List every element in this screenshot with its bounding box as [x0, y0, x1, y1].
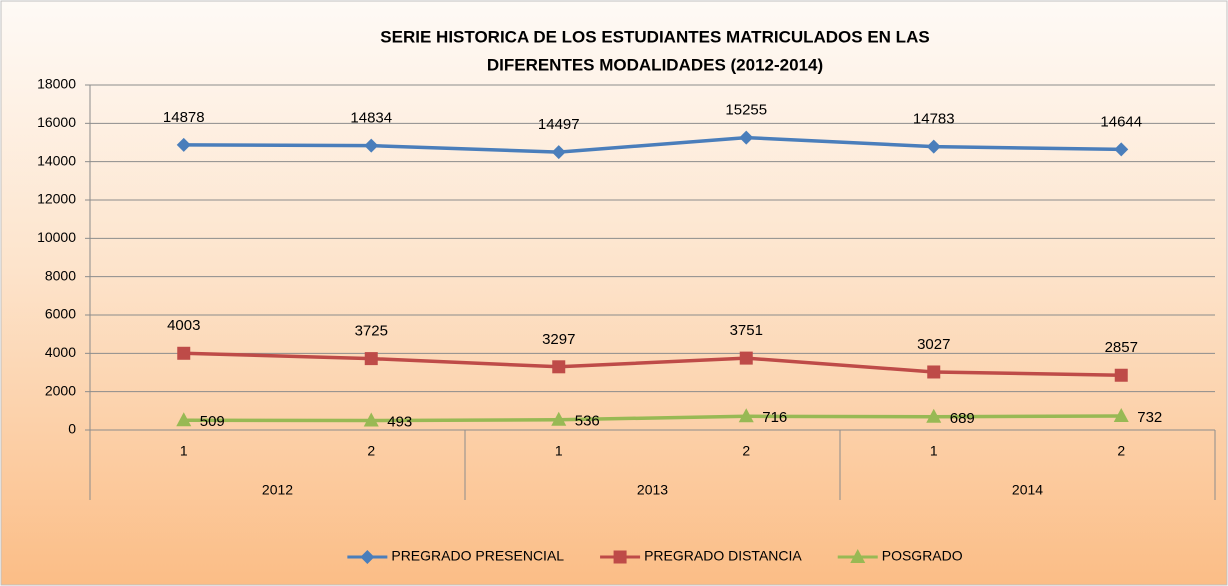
legend-marker	[850, 549, 866, 563]
x-group-label: 2013	[637, 482, 668, 498]
data-point	[551, 411, 567, 426]
series-line	[183, 135, 1122, 154]
data-point	[927, 365, 941, 379]
data-point	[552, 360, 566, 374]
data-point	[364, 138, 379, 153]
y-tick-label: 12000	[37, 191, 76, 207]
y-tick-label: 0	[68, 421, 76, 437]
y-tick-label: 14000	[37, 152, 76, 168]
data-point	[739, 130, 754, 145]
data-label: 14834	[350, 110, 392, 127]
x-group-label: 2014	[1012, 482, 1043, 498]
data-point	[363, 412, 379, 427]
y-tick-label: 10000	[37, 229, 76, 245]
data-label: 732	[1137, 409, 1162, 426]
series-line	[183, 414, 1122, 423]
data-label: 3297	[542, 331, 575, 348]
data-label: 689	[950, 410, 975, 427]
data-label: 509	[200, 413, 225, 430]
y-tick-label: 16000	[37, 114, 76, 130]
legend-label: PREGRADO PRESENCIAL	[391, 548, 564, 564]
y-tick-label: 8000	[45, 267, 76, 283]
data-point	[1113, 407, 1129, 422]
legend-marker	[360, 550, 375, 564]
legend-marker	[613, 550, 627, 564]
data-label: 3725	[355, 323, 388, 340]
x-tick-label: 2	[1117, 443, 1125, 459]
y-tick-label: 6000	[45, 306, 76, 322]
data-label: 3751	[730, 322, 763, 339]
legend-label: PREGRADO DISTANCIA	[644, 548, 802, 564]
data-point	[1114, 142, 1129, 157]
data-label: 14783	[913, 111, 955, 128]
data-label: 493	[387, 414, 412, 431]
data-point	[176, 137, 191, 152]
legend-label: POSGRADO	[882, 548, 963, 564]
x-group-label: 2012	[262, 482, 293, 498]
y-tick-label: 4000	[45, 344, 76, 360]
chart-title: DIFERENTES MODALIDADES (2012-2014)	[487, 55, 823, 74]
data-label: 2857	[1105, 339, 1138, 356]
data-point	[364, 352, 378, 366]
y-tick-label: 18000	[37, 76, 76, 92]
data-label: 15255	[725, 102, 767, 119]
data-point	[739, 351, 753, 365]
data-label: 536	[575, 413, 600, 430]
chart-title: SERIE HISTORICA DE LOS ESTUDIANTES MATRI…	[380, 27, 929, 46]
x-tick-label: 2	[367, 443, 375, 459]
data-label: 4003	[167, 317, 200, 334]
data-label: 716	[762, 409, 787, 426]
x-tick-label: 2	[742, 443, 750, 459]
data-point	[177, 346, 191, 360]
data-label: 14878	[163, 109, 205, 126]
y-tick-label: 2000	[45, 382, 76, 398]
data-point	[551, 145, 566, 160]
data-point	[1114, 368, 1128, 382]
data-point	[738, 408, 754, 423]
x-tick-label: 1	[930, 443, 938, 459]
data-point	[926, 139, 941, 154]
series-line	[183, 351, 1122, 377]
x-tick-label: 1	[180, 443, 188, 459]
data-label: 14644	[1100, 113, 1142, 130]
data-point	[176, 412, 192, 427]
x-tick-label: 1	[555, 443, 563, 459]
data-point	[926, 408, 942, 423]
data-label: 14497	[538, 116, 580, 133]
data-label: 3027	[917, 336, 950, 353]
